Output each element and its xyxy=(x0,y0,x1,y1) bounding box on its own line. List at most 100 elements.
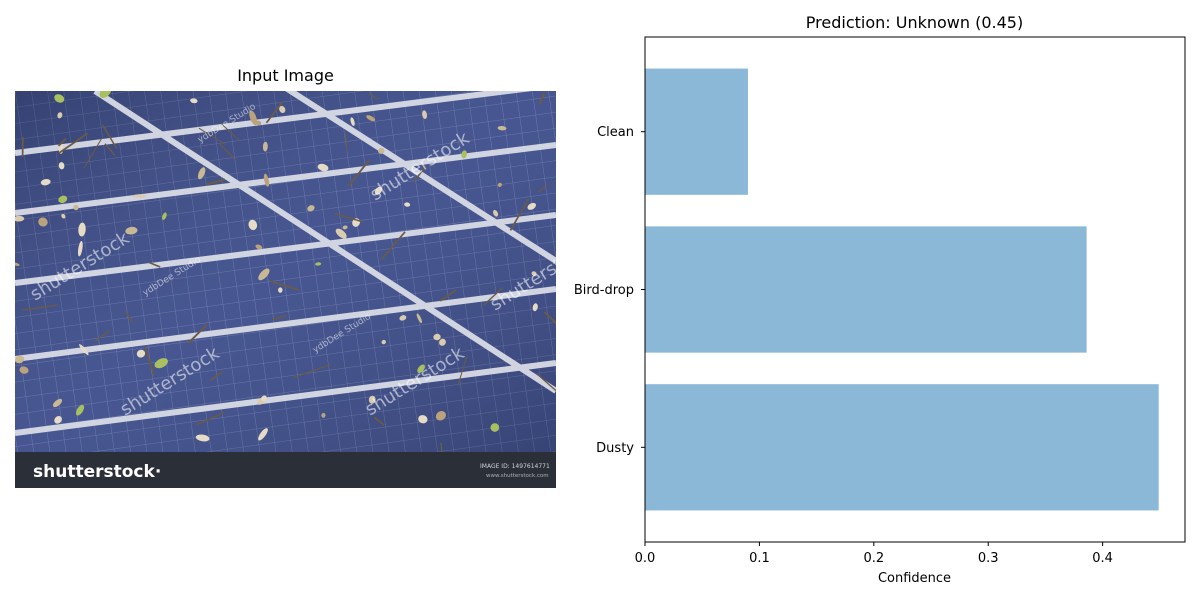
leaf-debris xyxy=(38,217,48,227)
x-tick-label-4: 0.4 xyxy=(1092,551,1113,566)
leaf-debris xyxy=(374,186,383,195)
leaf-debris xyxy=(255,120,262,126)
x-tick-label-2: 0.2 xyxy=(863,551,884,566)
leaf-debris xyxy=(58,195,68,204)
twig-debris xyxy=(101,124,118,149)
leaf-debris xyxy=(399,315,407,321)
leaf-debris xyxy=(490,423,500,432)
leaf-debris xyxy=(190,98,198,104)
leaf-debris xyxy=(57,112,63,119)
leaf-debris xyxy=(262,141,268,152)
footer-brand-logo: shutterstock· xyxy=(33,462,161,482)
input-image-title: Input Image xyxy=(237,66,334,85)
leaf-debris xyxy=(417,364,425,374)
leaf-debris xyxy=(195,434,210,442)
x-tick-label-3: 0.3 xyxy=(978,551,999,566)
leaf-debris xyxy=(439,338,446,346)
twig-debris xyxy=(265,100,284,124)
leaf-debris xyxy=(261,395,267,402)
leaf-debris xyxy=(136,349,146,358)
twig-debris xyxy=(198,127,226,145)
twig-debris xyxy=(373,416,385,426)
leaf-debris xyxy=(197,167,206,180)
twig-debris xyxy=(368,93,379,101)
leaf-debris xyxy=(378,147,385,154)
twig-debris xyxy=(57,137,67,147)
leaf-debris xyxy=(532,303,538,312)
leaf-debris xyxy=(54,94,65,103)
leaf-debris xyxy=(335,228,347,239)
twig-debris xyxy=(57,132,89,155)
leaf-debris xyxy=(497,182,502,187)
leaf-debris xyxy=(61,213,66,219)
leaf-debris xyxy=(162,212,167,220)
leaf-debris xyxy=(132,194,147,199)
leaf-debris xyxy=(422,110,428,120)
footer-image-id: IMAGE ID: 1497614771 xyxy=(480,463,550,470)
twig-debris xyxy=(104,143,116,156)
y-tick-label-bird-drop: Bird-drop xyxy=(574,283,634,298)
leaf-debris xyxy=(418,415,428,424)
twig-debris xyxy=(543,311,556,325)
twig-debris xyxy=(148,261,161,268)
y-tick-label-clean: Clean xyxy=(597,125,634,140)
chart-title: Prediction: Unknown (0.45) xyxy=(806,13,1023,32)
leaf-debris xyxy=(52,398,63,408)
leaf-debris xyxy=(73,204,79,211)
leaf-debris xyxy=(258,428,268,441)
twig-debris xyxy=(219,143,235,159)
y-tick-label-dusty: Dusty xyxy=(596,441,634,456)
twig-debris xyxy=(195,411,225,426)
twig-debris xyxy=(345,133,348,151)
leaf-debris xyxy=(15,215,25,222)
twig-debris xyxy=(483,287,504,306)
leaf-debris xyxy=(15,355,25,364)
leaf-debris xyxy=(258,268,270,281)
leaf-debris xyxy=(19,366,29,374)
twig-debris xyxy=(269,280,300,291)
leaf-debris xyxy=(263,173,270,187)
input-image: shutterstock shutterstock shutterstock s… xyxy=(15,91,556,488)
twig-debris xyxy=(439,289,457,302)
image-footer-bar xyxy=(15,452,556,488)
leaf-debris xyxy=(255,244,263,250)
leaf-debris xyxy=(381,339,386,345)
leaf-debris xyxy=(248,219,258,231)
twig-debris xyxy=(380,231,406,260)
x-axis-title: Confidence xyxy=(878,571,951,586)
bar-clean xyxy=(645,68,748,195)
twig-debris xyxy=(143,347,156,376)
leaf-debris xyxy=(321,412,326,418)
leaf-debris xyxy=(416,313,423,324)
twig-debris xyxy=(94,329,111,343)
leaf-debris xyxy=(249,110,258,126)
leaf-debris xyxy=(58,162,65,170)
leaf-debris xyxy=(433,333,441,341)
leaf-debris xyxy=(99,91,112,98)
x-tick-label-0: 0.0 xyxy=(635,551,656,566)
twig-debris xyxy=(509,198,530,231)
leaf-debris xyxy=(54,415,62,424)
leaf-debris xyxy=(350,117,355,126)
bar-bird-drop xyxy=(645,226,1087,353)
twig-debris xyxy=(205,178,226,186)
twig-debris xyxy=(334,212,363,223)
leaf-debris xyxy=(307,205,315,212)
twig-debris xyxy=(293,364,331,379)
x-tick-label-1: 0.1 xyxy=(749,551,770,566)
leaf-debris xyxy=(77,241,83,257)
twig-debris xyxy=(22,304,58,311)
twig-debris xyxy=(537,374,556,392)
leaf-debris xyxy=(154,358,168,369)
bar-dusty xyxy=(645,384,1159,511)
leaf-debris xyxy=(404,202,411,207)
leaf-debris xyxy=(15,261,20,266)
twig-debris xyxy=(538,92,546,105)
leaf-debris xyxy=(342,225,348,230)
leaf-debris xyxy=(527,202,537,210)
leaf-debris xyxy=(493,210,499,217)
leaf-debris xyxy=(531,271,537,276)
leaf-debris xyxy=(40,178,51,186)
leaf-debris xyxy=(461,150,467,159)
